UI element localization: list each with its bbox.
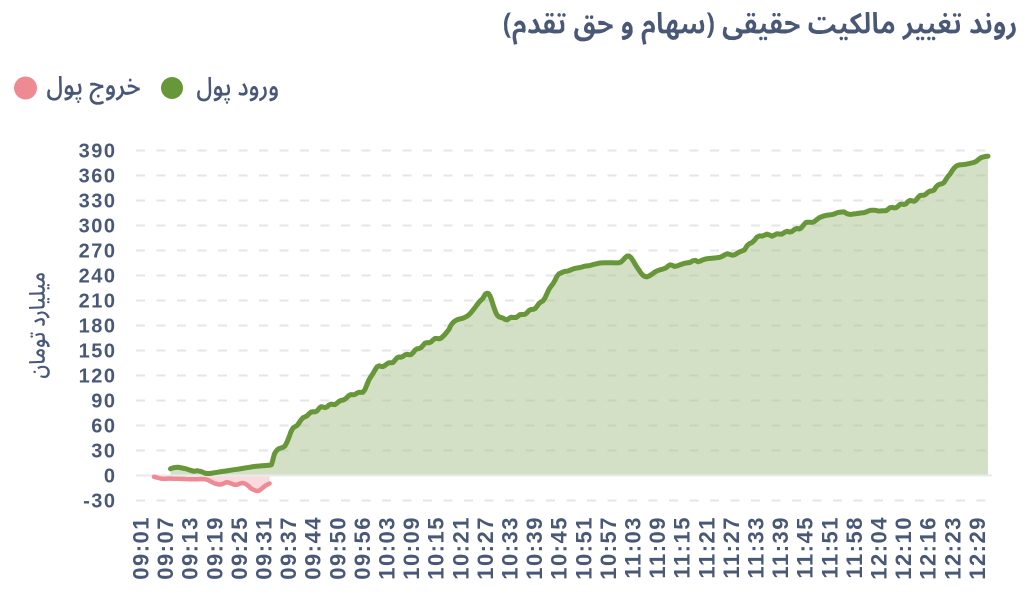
svg-text:12:29: 12:29: [965, 516, 990, 580]
svg-text:10:39: 10:39: [522, 516, 547, 580]
svg-text:180: 180: [79, 316, 117, 338]
svg-text:30: 30: [91, 441, 116, 463]
svg-text:11:03: 11:03: [621, 516, 646, 579]
svg-text:10:21: 10:21: [448, 516, 473, 580]
svg-text:11:15: 11:15: [670, 516, 695, 579]
svg-text:11:45: 11:45: [793, 516, 818, 579]
svg-text:10:09: 10:09: [399, 516, 424, 580]
svg-text:09:56: 09:56: [350, 516, 375, 580]
svg-text:10:03: 10:03: [375, 516, 400, 580]
svg-text:09:01: 09:01: [129, 516, 154, 580]
svg-text:10:45: 10:45: [547, 516, 572, 580]
svg-text:120: 120: [79, 366, 117, 388]
svg-text:240: 240: [79, 266, 117, 288]
svg-text:11:27: 11:27: [719, 516, 744, 579]
svg-text:90: 90: [91, 391, 116, 413]
svg-text:12:16: 12:16: [916, 516, 941, 580]
svg-text:270: 270: [79, 241, 117, 263]
svg-text:360: 360: [79, 166, 117, 188]
svg-text:10:33: 10:33: [498, 516, 523, 580]
svg-text:11:33: 11:33: [744, 516, 769, 579]
svg-text:150: 150: [79, 341, 117, 363]
svg-text:210: 210: [79, 291, 117, 313]
svg-text:09:44: 09:44: [301, 516, 326, 580]
svg-text:10:51: 10:51: [571, 516, 596, 580]
svg-text:09:07: 09:07: [153, 516, 178, 580]
svg-text:11:58: 11:58: [842, 516, 867, 579]
svg-text:12:23: 12:23: [940, 516, 965, 580]
svg-text:300: 300: [79, 216, 117, 238]
svg-text:09:25: 09:25: [227, 516, 252, 580]
svg-text:09:13: 09:13: [178, 516, 203, 580]
svg-text:11:21: 11:21: [694, 516, 719, 579]
svg-text:0: 0: [104, 466, 117, 488]
svg-text:12:04: 12:04: [867, 516, 892, 580]
svg-text:09:31: 09:31: [252, 516, 277, 580]
svg-text:12:10: 12:10: [891, 516, 916, 580]
svg-text:10:15: 10:15: [424, 516, 449, 580]
svg-text:60: 60: [91, 416, 116, 438]
svg-text:390: 390: [79, 141, 117, 163]
svg-text:10:57: 10:57: [596, 516, 621, 580]
svg-text:09:50: 09:50: [325, 516, 350, 580]
svg-text:10:27: 10:27: [473, 516, 498, 580]
svg-text:330: 330: [79, 191, 117, 213]
svg-text:09:37: 09:37: [276, 516, 301, 580]
svg-text:11:09: 11:09: [645, 516, 670, 579]
svg-text:-30: -30: [83, 491, 116, 513]
svg-text:09:19: 09:19: [202, 516, 227, 580]
svg-text:11:39: 11:39: [768, 516, 793, 579]
svg-text:11:51: 11:51: [817, 516, 842, 579]
